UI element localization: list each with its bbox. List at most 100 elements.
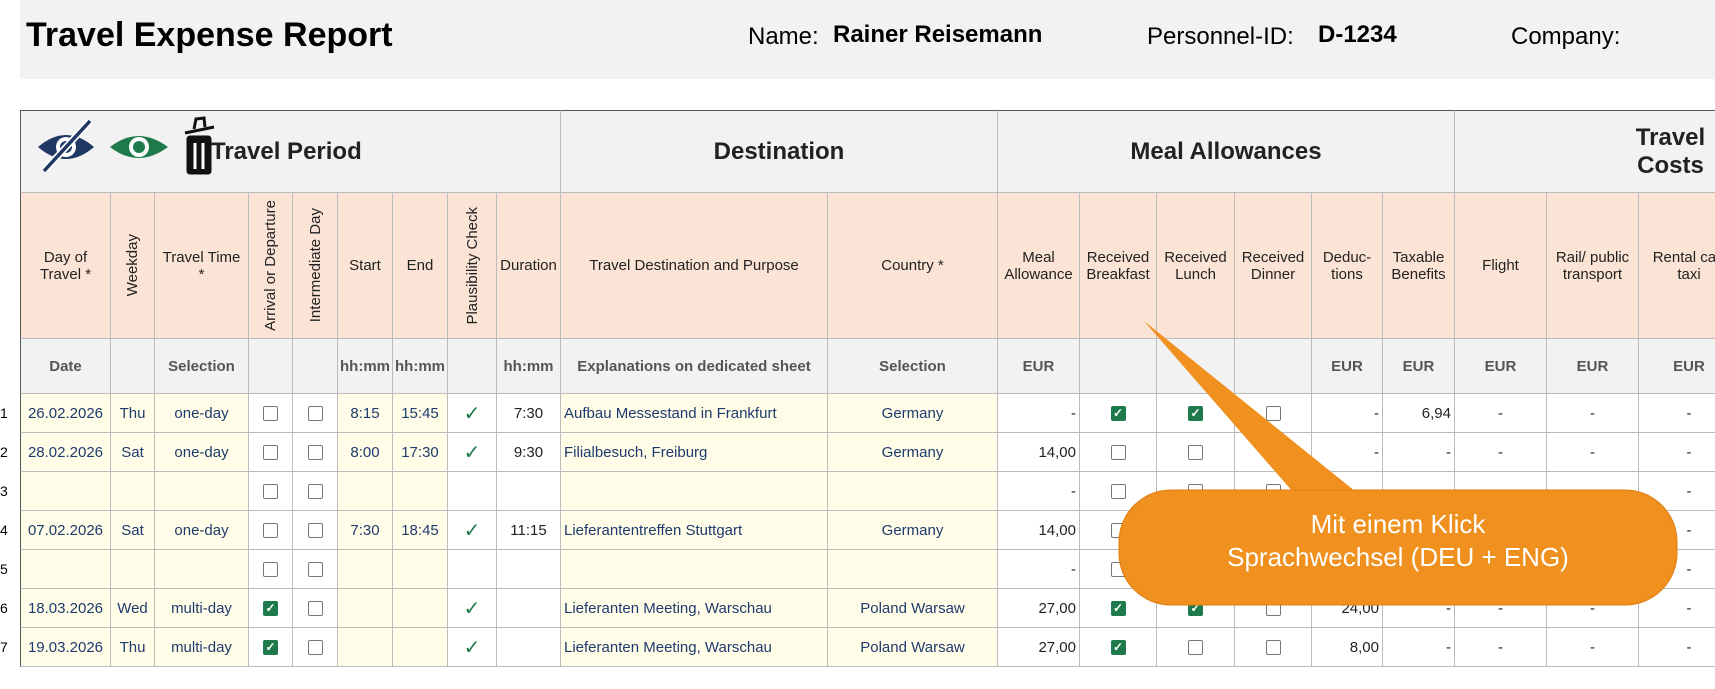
column-label: Country * bbox=[881, 257, 944, 274]
delete-icon[interactable] bbox=[184, 116, 215, 175]
checkbox[interactable] bbox=[1265, 405, 1281, 421]
checkbox[interactable]: ✓ bbox=[1110, 639, 1126, 655]
checkbox[interactable] bbox=[1110, 483, 1126, 499]
checkbox-cell bbox=[1235, 511, 1312, 550]
data-cell: - bbox=[998, 550, 1080, 589]
checkbox-cell: ✓ bbox=[1157, 394, 1235, 433]
checkbox[interactable] bbox=[263, 483, 278, 499]
row-number: 1 bbox=[0, 405, 8, 421]
show-icon[interactable] bbox=[110, 136, 168, 158]
data-cell: ✓ bbox=[448, 589, 497, 628]
checkbox[interactable] bbox=[263, 444, 278, 460]
data-cell bbox=[561, 472, 828, 511]
checkbox[interactable]: ✓ bbox=[1188, 405, 1203, 421]
checkbox[interactable] bbox=[1188, 639, 1203, 655]
data-cell bbox=[448, 472, 497, 511]
checkbox[interactable]: ✓ bbox=[1110, 600, 1126, 616]
column-header: Start bbox=[338, 193, 393, 339]
group-header: Destination bbox=[561, 110, 998, 193]
data-cell: - bbox=[1383, 550, 1455, 589]
data-cell: - bbox=[1383, 472, 1455, 511]
checkbox-cell bbox=[1080, 433, 1157, 472]
checkbox[interactable] bbox=[1265, 600, 1281, 616]
data-cell bbox=[828, 472, 998, 511]
data-cell: - bbox=[1639, 550, 1715, 589]
checkbox[interactable] bbox=[1265, 561, 1281, 577]
data-cell: - bbox=[1639, 628, 1715, 667]
checkbox[interactable]: ✓ bbox=[263, 600, 278, 616]
checkbox-cell bbox=[1235, 550, 1312, 589]
checkbox[interactable] bbox=[1265, 639, 1281, 655]
data-cell: ✓ bbox=[448, 394, 497, 433]
checkbox[interactable] bbox=[307, 522, 323, 538]
checkbox[interactable] bbox=[1265, 483, 1281, 499]
data-cell: - bbox=[1639, 511, 1715, 550]
data-cell bbox=[155, 472, 249, 511]
checkbox[interactable] bbox=[307, 639, 323, 655]
column-label: Received Lunch bbox=[1164, 248, 1227, 283]
data-cell: 15:45 bbox=[393, 394, 448, 433]
data-cell: ✓ bbox=[448, 628, 497, 667]
unit-cell: EUR bbox=[1455, 339, 1547, 394]
column-header: Intermediate Day bbox=[293, 193, 338, 339]
unit-cell: Selection bbox=[828, 339, 998, 394]
column-header: Received Breakfast bbox=[1080, 193, 1157, 339]
data-cell: 11:15 bbox=[497, 511, 561, 550]
checkbox[interactable] bbox=[1110, 522, 1126, 538]
data-cell: Sat bbox=[111, 511, 155, 550]
name-label: Name: bbox=[748, 23, 819, 50]
group-header: Meal Allowances bbox=[998, 110, 1455, 193]
column-label: Start bbox=[349, 257, 381, 274]
checkbox[interactable] bbox=[307, 444, 323, 460]
data-cell: 17:30 bbox=[393, 433, 448, 472]
checkbox[interactable] bbox=[1265, 444, 1281, 460]
data-cell: 26.02.2026 bbox=[20, 394, 111, 433]
data-cell: Thu bbox=[111, 394, 155, 433]
checkbox[interactable] bbox=[307, 561, 323, 577]
data-cell: - bbox=[1312, 433, 1383, 472]
checkbox[interactable] bbox=[307, 600, 323, 616]
checkbox[interactable] bbox=[307, 483, 323, 499]
checkbox[interactable] bbox=[1188, 483, 1203, 499]
checkbox[interactable] bbox=[1188, 444, 1203, 460]
row-number: 2 bbox=[0, 444, 8, 460]
column-header: Plausibility Check bbox=[448, 193, 497, 339]
data-cell bbox=[338, 550, 393, 589]
checkbox-cell bbox=[249, 433, 293, 472]
data-cell: 6,94 bbox=[1383, 394, 1455, 433]
data-cell: 18:45 bbox=[393, 511, 448, 550]
checkbox[interactable] bbox=[1110, 444, 1126, 460]
checkbox[interactable] bbox=[263, 405, 278, 421]
checkbox-cell bbox=[1235, 628, 1312, 667]
unit-cell: EUR bbox=[1383, 339, 1455, 394]
data-cell: Poland Warsaw bbox=[828, 589, 998, 628]
checkbox[interactable] bbox=[307, 405, 323, 421]
checkbox[interactable]: ✓ bbox=[1188, 600, 1203, 616]
data-cell: Lieferantentreffen Stuttgart bbox=[561, 511, 828, 550]
checkbox[interactable] bbox=[1110, 561, 1126, 577]
column-label: Day of Travel * bbox=[39, 248, 92, 283]
column-label: Deduc-tions bbox=[1322, 248, 1372, 283]
data-cell bbox=[828, 550, 998, 589]
data-cell: - bbox=[1383, 589, 1455, 628]
column-header: Travel Destination and Purpose bbox=[561, 193, 828, 339]
checkbox[interactable] bbox=[1265, 522, 1281, 538]
column-header: Received Dinner bbox=[1235, 193, 1312, 339]
row-number: 5 bbox=[0, 561, 8, 577]
checkbox[interactable] bbox=[263, 561, 278, 577]
data-cell: - bbox=[1455, 394, 1547, 433]
checkbox[interactable] bbox=[1188, 522, 1203, 538]
checkbox[interactable] bbox=[1188, 561, 1203, 577]
hide-icon[interactable] bbox=[38, 118, 94, 174]
checkbox-cell: ✓ bbox=[1080, 394, 1157, 433]
checkbox[interactable]: ✓ bbox=[1110, 405, 1126, 421]
checkbox[interactable] bbox=[263, 522, 278, 538]
data-cell: - bbox=[1455, 433, 1547, 472]
data-cell bbox=[338, 628, 393, 667]
data-cell: - bbox=[1639, 433, 1715, 472]
checkbox-cell: ✓ bbox=[249, 628, 293, 667]
column-header: Rail/ public transport bbox=[1547, 193, 1639, 339]
data-cell bbox=[20, 550, 111, 589]
checkbox[interactable]: ✓ bbox=[263, 639, 278, 655]
column-label: End bbox=[406, 257, 434, 274]
